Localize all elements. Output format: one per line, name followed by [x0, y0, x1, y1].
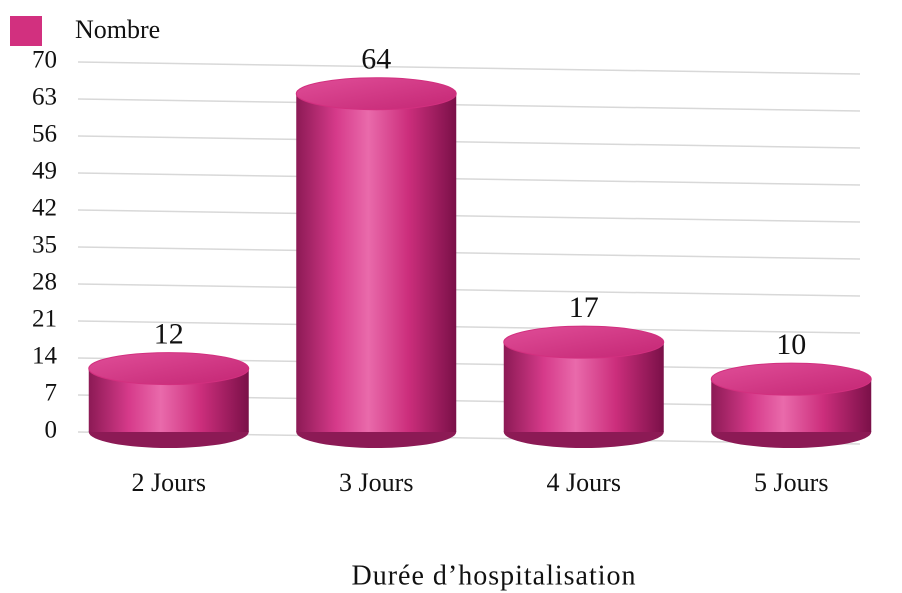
legend-label: Nombre [75, 15, 160, 44]
grid-line [77, 135, 861, 149]
bar-top [503, 325, 665, 359]
grid-line [77, 61, 861, 75]
y-tick-label: 35 [32, 232, 57, 259]
y-tick-label: 63 [32, 84, 57, 111]
y-tick-label: 70 [32, 47, 57, 74]
x-axis-title: Durée d’hospitalisation [351, 560, 636, 591]
y-tick-label: 28 [32, 269, 57, 296]
bar-top [295, 77, 457, 111]
bar [503, 325, 665, 448]
y-tick-label: 14 [32, 343, 58, 370]
value-label: 64 [361, 43, 391, 76]
x-tick-label: 3 Jours [339, 468, 413, 497]
bar [295, 77, 457, 448]
value-label: 12 [154, 317, 184, 350]
grid-line [77, 320, 861, 334]
grid-line [77, 283, 861, 297]
x-tick-label: 2 Jours [132, 468, 206, 497]
bar [88, 352, 250, 448]
x-tick-label: 4 Jours [547, 468, 621, 497]
grid-line [77, 98, 861, 112]
bar [710, 362, 872, 448]
grid-line [77, 172, 861, 186]
bar-top [88, 352, 250, 386]
y-tick-label: 0 [45, 417, 58, 444]
legend-swatch [10, 16, 42, 46]
x-tick-label: 5 Jours [754, 468, 828, 497]
y-tick-label: 21 [32, 306, 57, 333]
y-tick-label: 49 [32, 158, 57, 185]
y-tick-label: 7 [45, 380, 58, 407]
bars [88, 77, 872, 448]
value-label: 10 [776, 328, 806, 361]
grid-line [77, 209, 861, 223]
bar-body [296, 93, 457, 432]
bar-top [710, 362, 872, 396]
y-tick-label: 42 [32, 195, 57, 222]
value-label: 17 [569, 291, 599, 324]
grid-line [77, 246, 861, 260]
y-tick-label: 56 [32, 121, 57, 148]
